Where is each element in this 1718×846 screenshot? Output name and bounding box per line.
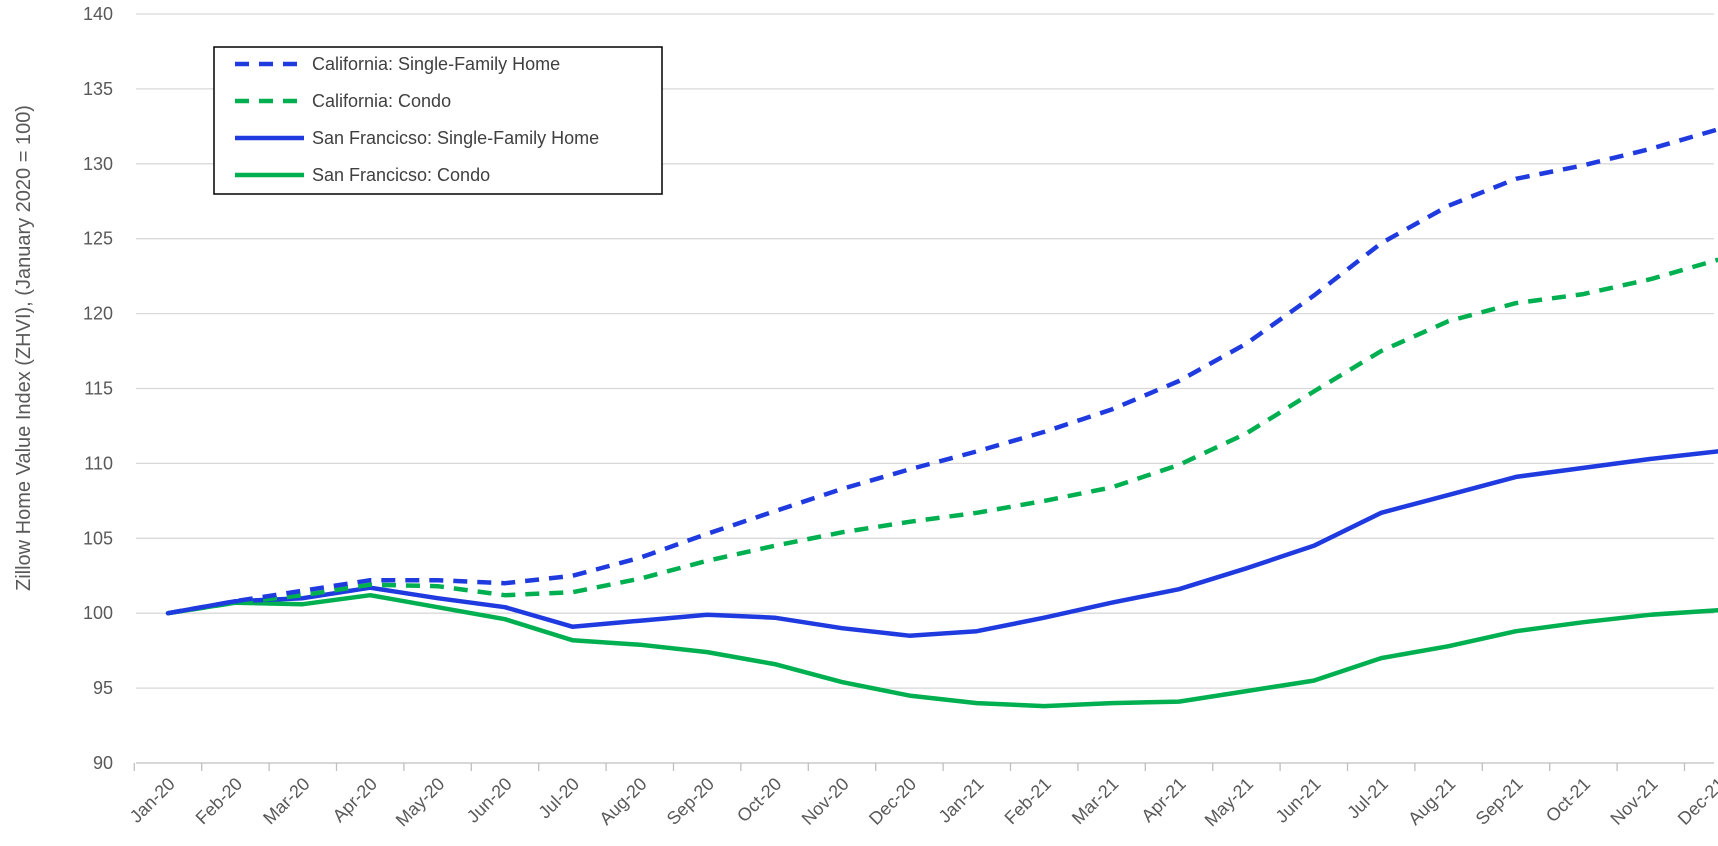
x-tick-label: Oct-21	[1542, 774, 1594, 826]
legend-item: San Francicso: Single-Family Home	[235, 128, 599, 148]
x-tick-label: Apr-20	[329, 774, 381, 826]
x-tick-label: Sep-21	[1472, 774, 1527, 829]
series-line	[167, 127, 1718, 616]
x-tick-label: Jul-20	[534, 774, 583, 823]
x-tick-label: Jun-21	[1272, 774, 1325, 827]
y-tick-label: 105	[83, 528, 113, 548]
y-tick-label: 140	[83, 4, 113, 24]
x-tick-label: Feb-20	[192, 774, 246, 828]
series-line	[167, 257, 1718, 616]
x-tick-label: Jan-21	[935, 774, 988, 827]
x-tick-label: Nov-21	[1606, 774, 1661, 829]
y-tick-label: 100	[83, 603, 113, 623]
x-tick-label: Apr-21	[1137, 774, 1189, 826]
x-tick-label: Dec-20	[865, 774, 920, 829]
x-tick-label: Dec-21	[1674, 774, 1718, 829]
x-tick-label: Mar-21	[1068, 774, 1122, 828]
y-tick-label: 95	[93, 678, 113, 698]
x-tick-label: Oct-20	[733, 774, 785, 826]
series-lines	[165, 127, 1718, 709]
y-tick-label: 125	[83, 229, 113, 249]
y-tick-label: 90	[93, 753, 113, 773]
x-tick-label: May-20	[392, 774, 449, 831]
x-tick-label: Aug-21	[1404, 774, 1459, 829]
legend-item: California: Condo	[235, 91, 451, 111]
legend-item: California: Single-Family Home	[235, 54, 560, 74]
x-tick-label: Jun-20	[463, 774, 516, 827]
legend-box	[213, 46, 663, 195]
x-tick-label: Jan-20	[126, 774, 179, 827]
series-line	[165, 449, 1718, 638]
legend-label: California: Single-Family Home	[312, 54, 560, 74]
x-tick-label: Aug-20	[595, 774, 650, 829]
y-tick-label: 120	[83, 304, 113, 324]
y-tick-label: 110	[84, 453, 113, 473]
legend-item: San Francicso: Condo	[235, 165, 490, 185]
x-tick-label: Jul-21	[1343, 774, 1392, 823]
x-tick-label: Feb-21	[1001, 774, 1055, 828]
x-tick-label: Mar-20	[259, 774, 313, 828]
x-tick-label: Nov-20	[798, 774, 853, 829]
y-axis-ticks: 90 95 100 105 110 115 120 125 130 135 140	[83, 4, 113, 773]
legend: California: Single-Family Home California…	[213, 46, 663, 195]
x-axis-ticks: Jan-20 Feb-20 Mar-20 Apr-20 May-20 Jun-20 Jul-…	[126, 763, 1718, 830]
legend-label: California: Condo	[312, 91, 451, 111]
y-tick-label: 115	[84, 379, 113, 399]
x-tick-label: May-21	[1201, 774, 1258, 831]
legend-label: San Francicso: Condo	[312, 165, 490, 185]
y-axis-title: Zillow Home Value Index (ZHVI), (January…	[13, 105, 35, 591]
series-line	[165, 592, 1718, 709]
legend-label: San Francicso: Single-Family Home	[312, 128, 599, 148]
x-tick-label: Sep-20	[663, 774, 718, 829]
y-tick-label: 135	[83, 79, 113, 99]
y-tick-label: 130	[83, 154, 113, 174]
